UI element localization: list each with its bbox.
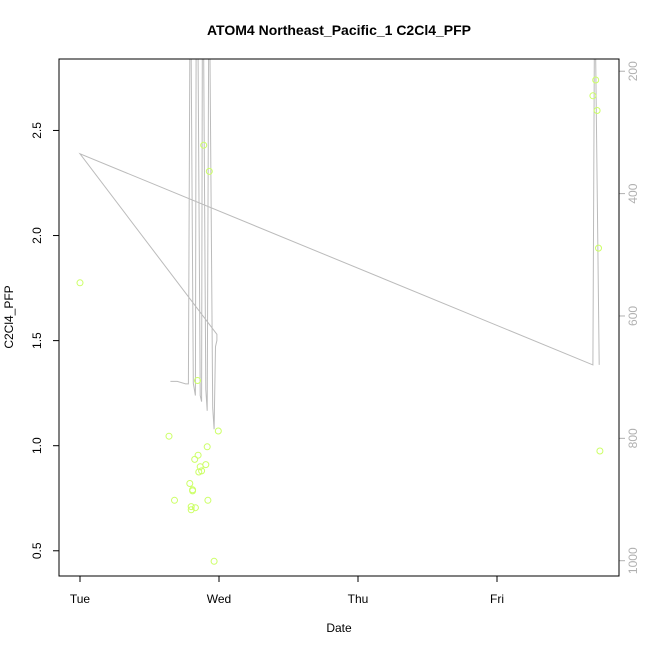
x-tick-label: Wed [207, 592, 231, 606]
data-point [198, 467, 206, 475]
data-point [200, 141, 208, 149]
data-point [593, 107, 601, 114]
data-point [210, 557, 218, 565]
data-point [592, 76, 600, 84]
pressure-line-layer [78, 58, 600, 430]
data-point [165, 432, 173, 440]
x-tick-label: Fri [490, 592, 504, 606]
y-tick-label: 2.5 [30, 122, 44, 139]
data-point [203, 443, 211, 451]
data-point [214, 427, 222, 435]
y2-tick-label: 1000 [626, 547, 640, 574]
data-point [205, 167, 213, 175]
y2-tick-label: 200 [626, 61, 640, 81]
x-tick-label: Thu [348, 592, 369, 606]
data-point [191, 455, 199, 463]
data-point [589, 92, 597, 100]
data-point [596, 447, 604, 455]
data-point [595, 244, 602, 252]
y-tick-label: 0.5 [30, 542, 44, 559]
data-point [194, 377, 201, 384]
data-point [186, 480, 194, 487]
y-tick-label: 1.0 [30, 437, 44, 454]
y2-tick-label: 800 [626, 428, 640, 448]
x-axis-label: Date [326, 621, 352, 635]
data-point [191, 504, 199, 512]
y-tick-label: 1.5 [30, 332, 44, 349]
data-point [76, 279, 84, 287]
data-point [171, 496, 178, 504]
data-point [204, 496, 212, 504]
data-point [187, 503, 195, 511]
pressure-line [78, 58, 600, 430]
plot-frame [58, 58, 620, 577]
points-layer [76, 76, 604, 565]
x-tick-label: Tue [70, 592, 91, 606]
chart-title: ATOM4 Northeast_Pacific_1 C2Cl4_PFP [207, 22, 471, 38]
y2-tick-label: 600 [626, 306, 640, 326]
y2-tick-label: 400 [626, 183, 640, 203]
y-axis-label: C2Cl4_PFP [2, 285, 16, 348]
data-point [202, 461, 210, 469]
data-point [194, 451, 202, 459]
data-point [189, 487, 197, 495]
axes-layer: 0.5 1.0 1.5 2.0 2.5 Tue Wed Thu Fri 200 400 600 800 1… [30, 61, 640, 606]
y-tick-label: 2.0 [30, 227, 44, 244]
data-point [187, 506, 195, 514]
